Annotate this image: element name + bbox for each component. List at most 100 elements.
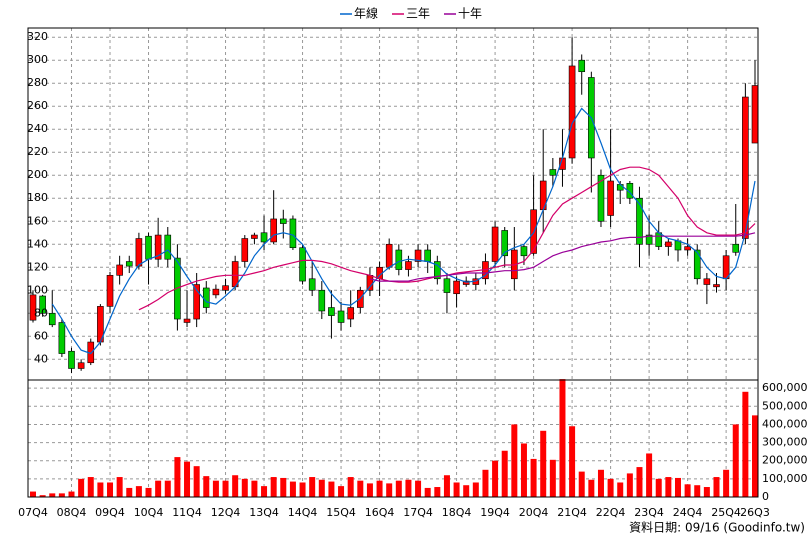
volume-bar bbox=[116, 477, 123, 497]
source-note: 資料日期: 09/16 (Goodinfo.tw) bbox=[629, 521, 805, 535]
candle-body bbox=[501, 230, 509, 257]
candle-body bbox=[578, 59, 586, 73]
volume-bar bbox=[347, 477, 354, 497]
volume-bar bbox=[145, 487, 152, 497]
volume-bar bbox=[684, 484, 691, 497]
y-tick-label: 80 bbox=[34, 306, 48, 319]
legend-label: 十年 bbox=[458, 7, 482, 21]
volume-bar bbox=[328, 481, 335, 497]
candle-body bbox=[453, 280, 460, 295]
volume-bar bbox=[78, 478, 85, 497]
volume-bar bbox=[270, 477, 277, 497]
volume-bar bbox=[222, 480, 229, 497]
volume-bar bbox=[636, 467, 643, 497]
x-tick-label: 13Q4 bbox=[249, 506, 279, 519]
volume-bar bbox=[559, 379, 566, 497]
y2-tick-label: 300,000 bbox=[762, 436, 808, 449]
volume-bar bbox=[366, 483, 373, 497]
plot-layer bbox=[28, 28, 759, 497]
y-tick-label: 200 bbox=[27, 168, 48, 181]
volume-bar bbox=[261, 486, 268, 497]
volume-bar bbox=[434, 487, 441, 497]
y2-tick-label: 200,000 bbox=[762, 454, 808, 467]
candle-body bbox=[568, 65, 576, 159]
volume-bar bbox=[578, 471, 585, 497]
volume-bar bbox=[463, 485, 470, 497]
volume-bar bbox=[386, 483, 393, 497]
y-tick-label: 280 bbox=[27, 76, 48, 89]
y-tick-label: 40 bbox=[34, 352, 48, 365]
volume-bar bbox=[251, 480, 258, 497]
volume-bar bbox=[588, 479, 595, 497]
candle-body bbox=[125, 261, 133, 267]
candle-body bbox=[318, 289, 326, 312]
candle-body bbox=[39, 295, 46, 314]
candle-body bbox=[491, 226, 499, 262]
volume-bar bbox=[174, 457, 181, 497]
candle-body bbox=[414, 249, 422, 262]
candle-body bbox=[106, 275, 114, 307]
x-tick-label: 07Q4 bbox=[18, 506, 48, 519]
candle-body bbox=[77, 362, 85, 369]
ma-line bbox=[51, 107, 756, 355]
y-tick-label: 60 bbox=[34, 329, 48, 342]
volume-bar bbox=[665, 477, 672, 497]
volume-bar bbox=[395, 480, 402, 497]
volume-bar bbox=[549, 459, 556, 497]
candle-body bbox=[154, 234, 162, 260]
candle-body bbox=[549, 169, 557, 176]
volume-bar bbox=[626, 473, 633, 497]
candle-body bbox=[751, 85, 759, 144]
volume-bar bbox=[309, 477, 316, 497]
y2-tick-label: 400,000 bbox=[762, 417, 808, 430]
y-tick-label: 300 bbox=[27, 53, 48, 66]
candle-body bbox=[279, 218, 287, 224]
volume-bar bbox=[732, 424, 739, 497]
candle-body bbox=[202, 287, 210, 308]
candle-body bbox=[703, 278, 711, 285]
x-tick-label: 14Q4 bbox=[288, 506, 318, 519]
candle-body bbox=[289, 218, 297, 249]
x-tick-label: 23Q4 bbox=[634, 506, 664, 519]
candle-body bbox=[222, 285, 229, 291]
candle-body bbox=[693, 249, 701, 280]
candle-body bbox=[607, 180, 614, 216]
volume-bar bbox=[443, 475, 450, 497]
legend-label: 年線 bbox=[354, 6, 378, 21]
candle-body bbox=[58, 322, 66, 354]
volume-bar bbox=[713, 477, 720, 497]
x-tick-label: 11Q4 bbox=[172, 506, 202, 519]
x-tick-label: 18Q4 bbox=[442, 506, 472, 519]
x-tick-label: 17Q4 bbox=[403, 506, 433, 519]
x-tick-label: 19Q4 bbox=[480, 506, 510, 519]
volume-bar bbox=[203, 476, 210, 497]
x-tick-label: 16Q4 bbox=[365, 506, 395, 519]
candle-body bbox=[732, 243, 740, 253]
candle-body bbox=[164, 234, 172, 260]
x-tick-label: 21Q4 bbox=[557, 506, 587, 519]
candle-body bbox=[713, 284, 720, 288]
candle-body bbox=[241, 238, 249, 262]
volume-bar bbox=[617, 482, 624, 497]
volume-bar bbox=[492, 460, 499, 497]
candle-body bbox=[405, 261, 412, 270]
volume-bar bbox=[501, 450, 508, 497]
volume-bar bbox=[299, 482, 306, 497]
y-tick-label: 260 bbox=[27, 99, 48, 112]
candle-body bbox=[337, 310, 345, 323]
y-tick-label: 160 bbox=[27, 214, 48, 227]
candle-body bbox=[626, 182, 634, 199]
x-tick-label: 26Q3 bbox=[740, 506, 770, 519]
volume-bar bbox=[424, 487, 431, 497]
volume-bar bbox=[357, 480, 364, 497]
volume-bar bbox=[511, 424, 518, 497]
volume-bar bbox=[607, 478, 614, 497]
volume-bar bbox=[318, 479, 325, 497]
candle-body bbox=[443, 278, 451, 293]
volume-bar bbox=[97, 482, 104, 497]
volume-bar bbox=[212, 480, 219, 497]
volume-bar bbox=[742, 391, 749, 497]
y2-tick-label: 500,000 bbox=[762, 399, 808, 412]
y-tick-label: 120 bbox=[27, 260, 48, 273]
